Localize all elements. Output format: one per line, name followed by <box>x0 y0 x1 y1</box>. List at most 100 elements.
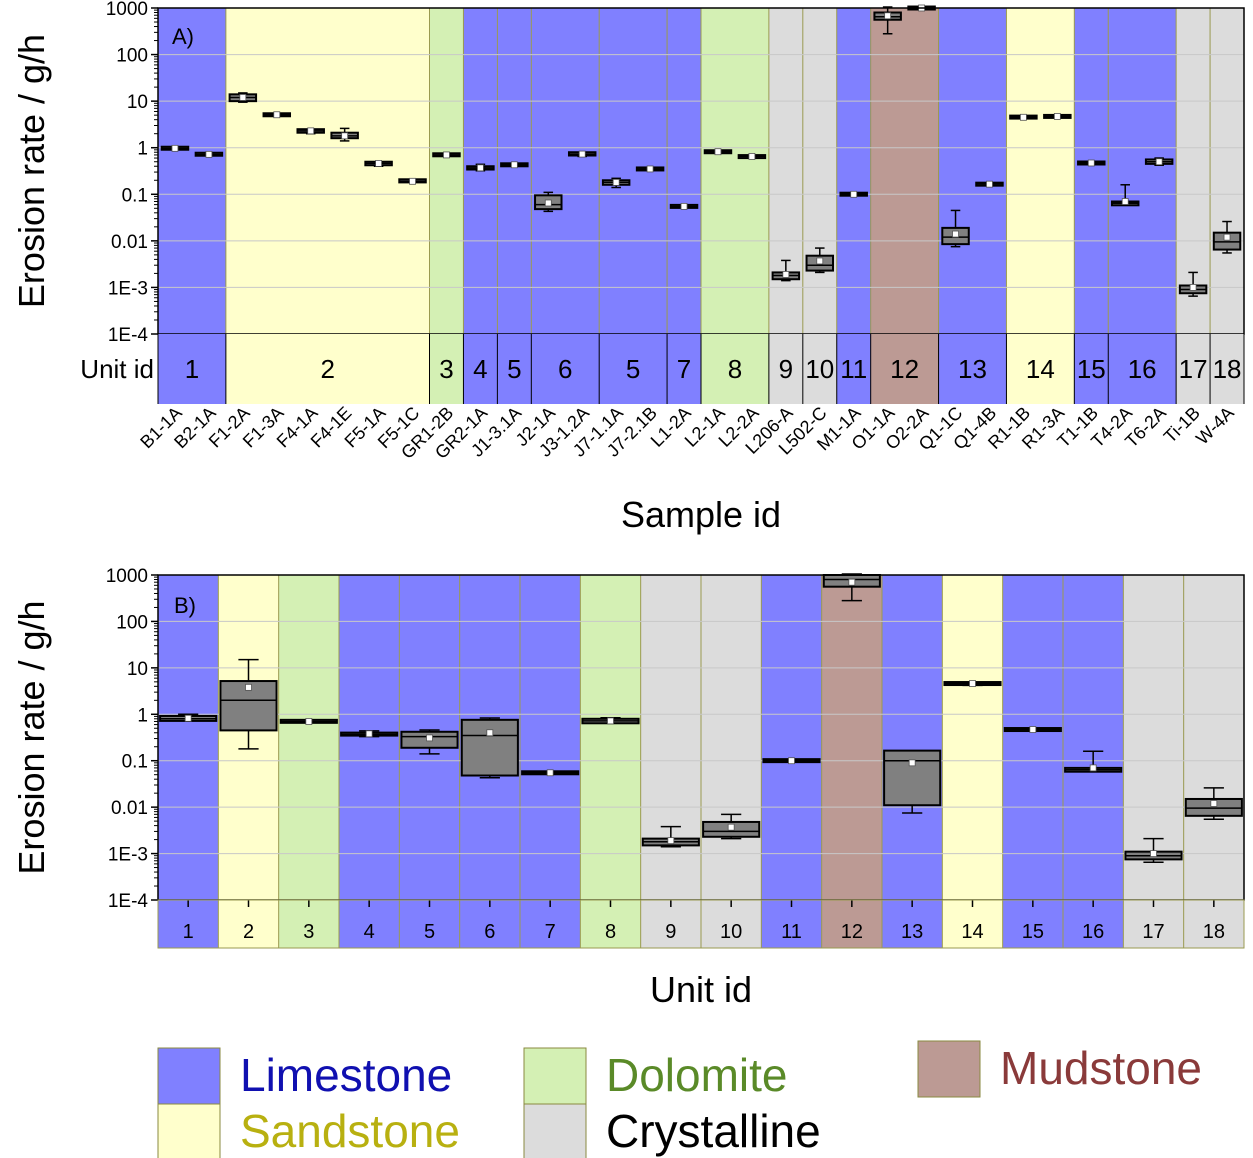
unit-id-label: 2 <box>320 354 334 384</box>
rock-band-limestone <box>339 575 400 900</box>
panel-a-sample-labels: B1-1AB2-1AF1-2AF1-3AF4-1AF4-1EF5-1AF5-1C… <box>136 403 1238 463</box>
sample-f1-2a-mean-marker <box>239 94 247 101</box>
rock-band-limestone <box>667 8 701 334</box>
rock-band-dolomite <box>580 575 641 900</box>
panel-b-x-axis-title: Unit id <box>650 969 752 1010</box>
rock-band-crystalline <box>802 8 837 334</box>
unit-cell-limestone <box>339 900 400 948</box>
sample-b1-1a-mean-marker <box>171 144 179 152</box>
panel-b-unit-row: 1 2 3 4 5 6 7 8 9 10 11 12 13 14 15 16 17 18 <box>157 899 1245 949</box>
unit-cell-sandstone <box>218 900 279 948</box>
unit-cell-limestone <box>497 334 532 404</box>
sample-j7-2-1b-mean-marker <box>646 165 654 173</box>
unit-id-label: 8 <box>728 354 742 384</box>
sample-l2-1a-mean-marker <box>714 148 722 156</box>
unit-id-label: 5 <box>507 354 521 384</box>
unit-13-mean-marker <box>908 759 916 767</box>
sample-t6-2a-mean-marker <box>1155 158 1163 166</box>
rock-band-limestone <box>158 8 226 334</box>
y-tick-label: 1E-4 <box>108 325 149 346</box>
panel-a-y-ticks: 1E-4 1E-3 0.01 0.1 1 10 100 1000 <box>106 0 158 346</box>
unit-cell-limestone <box>938 334 1007 404</box>
sample-o1-1a-mean-marker <box>884 12 892 20</box>
panel-a-unit-row: 1 2 3 4 5 6 5 7 8 9 10 11 12 13 14 15 16 17 18 <box>157 334 1245 404</box>
sample-f4-1e-mean-marker <box>341 132 349 140</box>
unit-cell-crystalline <box>1183 900 1244 948</box>
unit-cell-limestone <box>158 334 226 404</box>
y-tick-label: 10 <box>127 92 148 113</box>
unit-cell-crystalline <box>701 900 762 948</box>
unit-id-label: 6 <box>558 354 572 384</box>
legend-swatch-mudstone <box>917 1040 981 1098</box>
unit-3-mean-marker <box>305 718 313 725</box>
unit-cell-limestone <box>667 334 701 404</box>
legend-label-dolomite: Dolomite <box>606 1049 788 1101</box>
y-tick-label: 1 <box>137 705 148 726</box>
unit-id-label: 4 <box>364 921 375 943</box>
sample-b2-1a-mean-marker <box>205 150 213 158</box>
unit-id-label: 5 <box>424 921 435 943</box>
sample-l2-2a-mean-marker <box>748 153 756 160</box>
sample-r1-1b-mean-marker <box>1020 113 1027 121</box>
sample-ti-1b-mean-marker <box>1189 284 1197 291</box>
sample-j2-1a-mean-marker <box>544 199 552 207</box>
sample-f1-3a-mean-marker <box>273 111 281 119</box>
unit-cell-limestone <box>399 900 460 948</box>
panel-a-x-axis-title: Sample id <box>621 494 781 535</box>
sample-f5-1c-mean-marker <box>409 177 416 185</box>
unit-9-mean-marker <box>667 837 675 845</box>
unit-cell-limestone <box>1074 334 1109 404</box>
unit-id-label: 15 <box>1022 921 1044 943</box>
unit-10-mean-marker <box>727 823 735 831</box>
unit-cell-crystalline <box>802 334 837 404</box>
rock-band-limestone <box>1108 8 1177 334</box>
panel-b-rock-bands <box>158 575 1244 900</box>
sample-l1-2a-mean-marker <box>680 202 688 210</box>
rock-band-limestone <box>158 575 219 900</box>
sample-w-4a-box <box>1212 231 1242 251</box>
unit-13-box <box>883 749 942 807</box>
sample-f5-1a-mean-marker <box>375 160 382 167</box>
panel-b-boxes <box>159 573 1243 864</box>
unit-cell-crystalline <box>1176 334 1211 404</box>
unit-cell-crystalline <box>640 900 701 948</box>
y-tick-label: 0.01 <box>111 232 148 253</box>
y-tick-label: 0.1 <box>122 752 148 773</box>
y-tick-label: 100 <box>116 46 148 67</box>
y-tick-label: 1E-3 <box>108 278 148 299</box>
unit-cell-limestone <box>1063 900 1124 948</box>
sample-id-label: W-4A <box>1192 403 1238 449</box>
panel-b-label: B) <box>174 593 196 618</box>
unit-cell-mudstone <box>870 334 939 404</box>
rock-band-dolomite <box>278 575 339 900</box>
unit-id-label: 18 <box>1213 354 1242 384</box>
unit-cell-mudstone <box>821 900 882 948</box>
unit-cell-dolomite <box>278 900 339 948</box>
sample-j3-1-2a-mean-marker <box>578 150 586 158</box>
unit-cell-dolomite <box>580 900 641 948</box>
y-tick-label: 10 <box>127 659 148 680</box>
unit-id-label: 11 <box>840 354 867 384</box>
unit-cell-limestone <box>463 334 498 404</box>
unit-cell-sandstone <box>942 900 1003 948</box>
sample-t1-1b-mean-marker <box>1087 159 1095 167</box>
sample-t4-2a-mean-marker <box>1121 198 1129 205</box>
unit-cell-sandstone <box>225 334 430 404</box>
unit-16-mean-marker <box>1089 764 1097 772</box>
unit-4-mean-marker <box>365 730 373 738</box>
y-tick-label: 1E-4 <box>108 891 149 912</box>
unit-cell-limestone <box>761 900 822 948</box>
unit-cell-limestone <box>158 900 219 948</box>
rock-band-limestone <box>497 8 532 334</box>
unit-id-label: 6 <box>484 921 495 943</box>
rock-band-crystalline <box>1183 575 1244 900</box>
sample-j7-1-1a-mean-marker <box>612 178 620 186</box>
unit-5-mean-marker <box>426 734 433 742</box>
unit-id-label: 9 <box>665 921 676 943</box>
panel-a: 1E-4 1E-3 0.01 0.1 1 10 100 1000 A) Erosion rat… <box>11 0 1245 535</box>
unit-id-label: 1 <box>185 354 199 384</box>
sample-r1-3a-mean-marker <box>1053 113 1061 120</box>
rock-band-limestone <box>1063 575 1124 900</box>
rock-band-mudstone <box>870 8 939 334</box>
